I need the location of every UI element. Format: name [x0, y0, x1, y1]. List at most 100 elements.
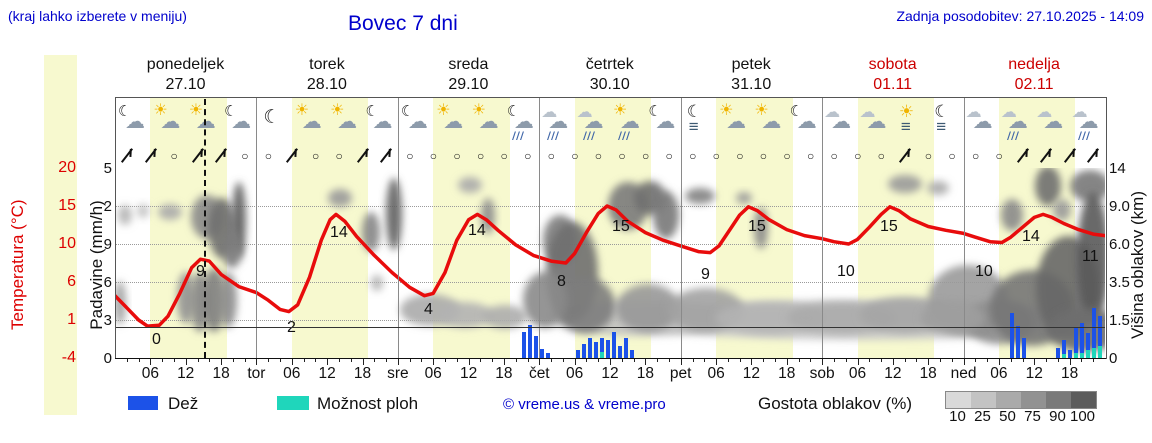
- temperature-value-label: 9: [196, 263, 205, 280]
- wind-barb-icon: [139, 146, 163, 166]
- gray-step: [1071, 392, 1096, 408]
- day-separator: [397, 97, 399, 358]
- glyph: ☁: [583, 111, 604, 133]
- time-tick: [621, 358, 623, 362]
- shower-bar: [1086, 350, 1090, 358]
- wind-barb-icon: [186, 146, 210, 166]
- time-tick: [209, 358, 211, 362]
- glyph: ☁: [761, 111, 782, 133]
- rain-bar: [588, 338, 592, 358]
- time-tick: [1081, 358, 1083, 362]
- barb-flag: [388, 148, 392, 158]
- rain-bar: [1074, 328, 1078, 358]
- calm-circle: ○: [854, 149, 862, 163]
- day-name: četrtek: [585, 56, 634, 73]
- glyph: ☁: [125, 111, 145, 133]
- gray-step-value: 10: [949, 408, 966, 425]
- calm-circle: ○: [594, 149, 603, 163]
- glyph: ☾: [648, 103, 662, 120]
- sun-cloud-icon: ☀ ☁: [433, 100, 468, 142]
- cloud-height-axis-label: Višina oblakov (km): [1128, 190, 1147, 340]
- day-separator: [822, 97, 824, 358]
- sun-cloud-icon: ☀ ☁: [751, 100, 786, 142]
- time-tick: [562, 358, 564, 362]
- gray-step-value: 75: [1024, 408, 1041, 425]
- clouds-rain-icon: ☁ ☁ |||: [1070, 100, 1105, 142]
- glyph: ☁: [972, 111, 993, 133]
- calm-circle: ○: [877, 149, 885, 163]
- gray-step: [946, 392, 971, 408]
- time-tick: [963, 358, 965, 365]
- day-header: sobota 01.11: [822, 55, 963, 95]
- clouds-rain-icon: ☁ ☁ |||: [999, 100, 1034, 142]
- barb-flag: [223, 148, 227, 158]
- glyph: ☁: [548, 111, 569, 133]
- rain-bar: [600, 338, 604, 358]
- page-title: Bovec 7 dni: [348, 12, 458, 35]
- time-hour-label: 12: [884, 365, 902, 382]
- barb-shaft: [898, 148, 911, 163]
- wind-calm-icon: ○: [657, 146, 681, 166]
- day-name: sreda: [448, 56, 489, 73]
- shower-bar: [1098, 346, 1102, 358]
- cloud-rain-icon: ☁ ☁ |||: [575, 100, 610, 142]
- time-hour-label: 12: [459, 365, 478, 382]
- rain-legend-swatch: [128, 396, 158, 410]
- time-tick: [975, 358, 977, 362]
- time-tick: [515, 358, 517, 362]
- glyph: ☁: [301, 111, 322, 133]
- temperature-tick: 15: [58, 197, 76, 214]
- barb-flag: [1095, 148, 1099, 158]
- temperature-value-label: 2: [287, 319, 296, 336]
- glyph: ☁: [443, 111, 464, 133]
- time-dayname-label: tor: [247, 365, 266, 382]
- freezing-level-line: [115, 327, 1105, 328]
- time-tick: [185, 358, 187, 365]
- glyph: ☀: [613, 102, 628, 119]
- calm-circle: ○: [311, 149, 320, 163]
- rain-bar: [576, 350, 580, 358]
- day-date: 31.10: [731, 76, 772, 93]
- time-tick: [492, 358, 494, 362]
- temperature-tick: 10: [58, 235, 76, 252]
- credit-link[interactable]: © vreme.us & vreme.pro: [503, 396, 666, 413]
- calm-circle: ○: [689, 149, 697, 163]
- barb-shaft: [380, 148, 393, 163]
- glyph: ☀: [471, 102, 486, 119]
- wind-barb-icon: [893, 146, 917, 166]
- wind-calm-icon: ○: [681, 146, 705, 166]
- glyph: ☁: [824, 104, 841, 121]
- wind-calm-icon: ○: [940, 146, 964, 166]
- time-tick: [1093, 358, 1095, 362]
- rain-bar: [522, 332, 526, 358]
- glyph: ☾: [365, 103, 379, 120]
- time-tick: [433, 358, 435, 365]
- time-tick: [221, 358, 223, 365]
- shower-legend-swatch: [277, 396, 309, 410]
- rain-marks: |||: [617, 130, 633, 140]
- rain-bar: [1022, 338, 1026, 358]
- rain-marks: |||: [511, 130, 527, 140]
- glyph: ☁: [866, 111, 887, 133]
- cloud-height-tick: 6.0: [1109, 236, 1130, 253]
- time-hour-label: 06: [141, 365, 160, 382]
- wind-barb-icon: [1034, 146, 1058, 166]
- time-tick: [1034, 358, 1036, 365]
- time-tick: [739, 358, 741, 362]
- day-header: petek 31.10: [681, 55, 822, 95]
- moon-cloud-icon: ☾ ☁: [645, 100, 680, 142]
- sun-cloud-rain-icon: ☀ ☁ |||: [610, 100, 645, 142]
- time-tick: [503, 358, 505, 365]
- temperature-curve: [115, 204, 1105, 328]
- time-hour-label: 06: [283, 365, 301, 382]
- cloud-density-legend-label: Gostota oblakov (%): [758, 394, 913, 413]
- wind-barb-icon: [1011, 146, 1035, 166]
- day-header: nedelja 02.11: [964, 55, 1105, 95]
- wind-barb-icon: [351, 146, 375, 166]
- time-hour-label: 12: [318, 365, 336, 382]
- calm-circle: ○: [335, 149, 343, 163]
- time-tick: [1022, 358, 1024, 362]
- gridline: [115, 244, 1105, 245]
- glyph: ☁: [407, 111, 428, 133]
